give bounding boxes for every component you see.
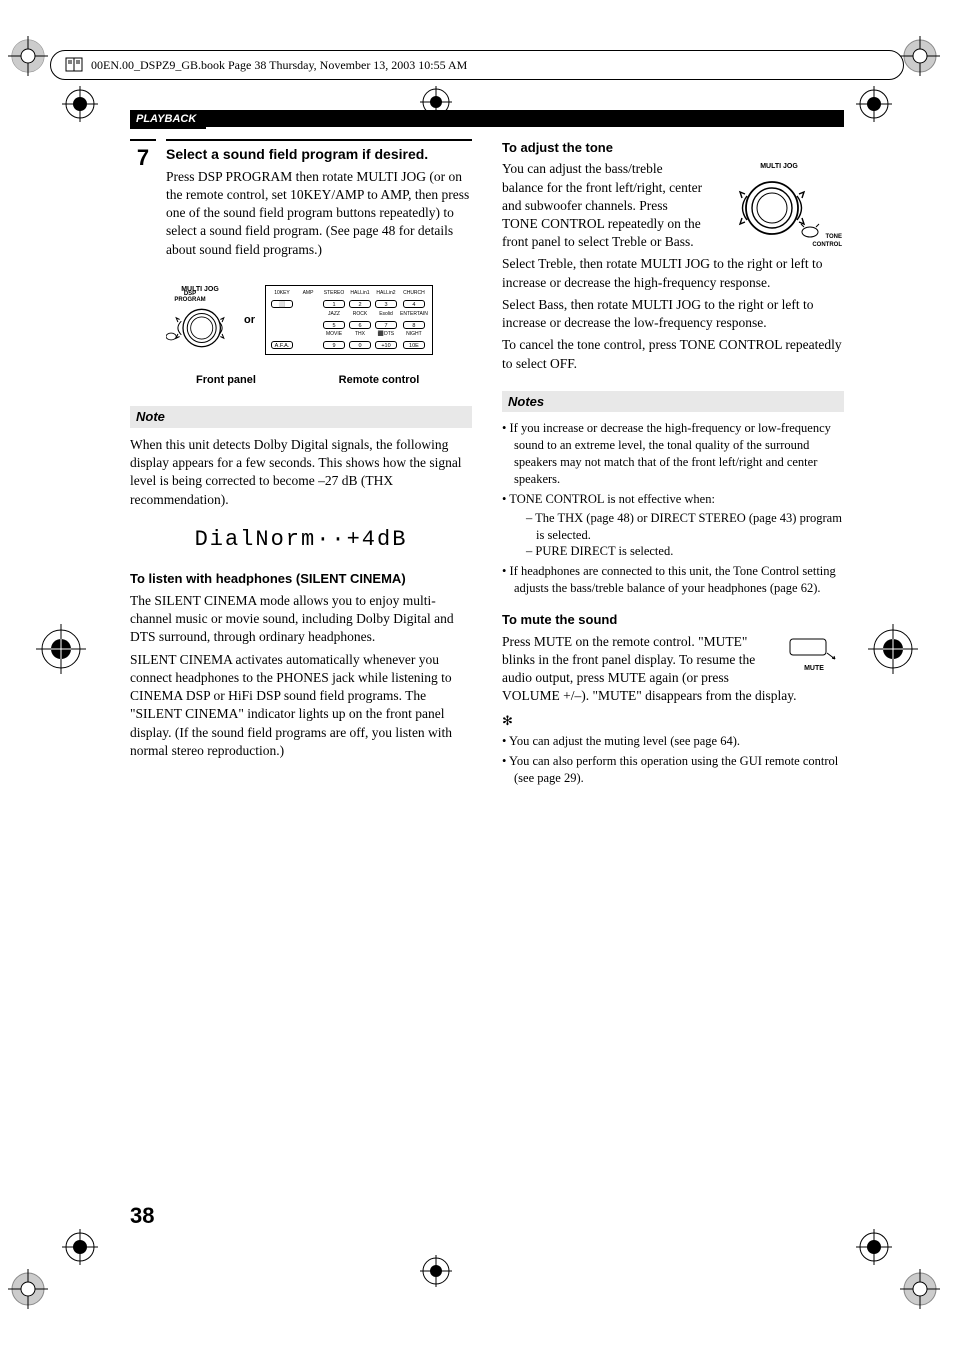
jog-dial-icon bbox=[166, 294, 234, 362]
remote-btn: 6 bbox=[349, 321, 371, 329]
right-column: To adjust the tone MULTI JOG TONE CONTRO… bbox=[502, 139, 844, 790]
section-title: PLAYBACK bbox=[130, 110, 206, 129]
crop-mark-bl bbox=[8, 1269, 54, 1315]
remote-label: HALLin2 bbox=[373, 289, 399, 298]
remote-btn: 9 bbox=[323, 341, 345, 349]
note-subitem: PURE DIRECT is selected. bbox=[526, 543, 844, 560]
tone-head: To adjust the tone bbox=[502, 139, 844, 157]
note-body: When this unit detects Dolby Digital sig… bbox=[130, 436, 472, 509]
tone-jog-icon bbox=[724, 172, 834, 250]
header-filename: 00EN.00_DSPZ9_GB.book Page 38 Thursday, … bbox=[91, 57, 467, 73]
remote-label: ROCK bbox=[347, 310, 373, 319]
remote-label bbox=[295, 330, 321, 339]
top-reg-right bbox=[856, 86, 892, 122]
page-number: 38 bbox=[130, 1201, 154, 1231]
remote-btn: 5 bbox=[323, 321, 345, 329]
left-column: 7 Select a sound field program if desire… bbox=[130, 139, 472, 790]
remote-btn: 1 bbox=[323, 300, 345, 308]
crop-mark-tr bbox=[900, 36, 946, 82]
mute-head: To mute the sound bbox=[502, 611, 844, 629]
tone-p2: Select Treble, then rotate MULTI JOG to … bbox=[502, 255, 844, 291]
remote-label: STEREO bbox=[321, 289, 347, 298]
remote-label bbox=[295, 310, 321, 319]
tone-p3: Select Bass, then rotate MULTI JOG to th… bbox=[502, 296, 844, 332]
bot-reg-dot bbox=[420, 1255, 452, 1287]
bot-reg-left bbox=[62, 1229, 98, 1265]
silent-head: To listen with headphones (SILENT CINEMA… bbox=[130, 570, 472, 588]
note-subitem: The THX (page 48) or DIRECT STEREO (page… bbox=[526, 510, 844, 544]
remote-label: 10KEY bbox=[269, 289, 295, 298]
remote-label: ⬛DTS bbox=[373, 330, 399, 339]
remote-btn: ⬜ bbox=[271, 300, 293, 308]
step-body: Press DSP PROGRAM then rotate MULTI JOG … bbox=[166, 168, 472, 259]
framemaker-header: 00EN.00_DSPZ9_GB.book Page 38 Thursday, … bbox=[50, 50, 904, 80]
side-reg-right bbox=[868, 624, 918, 679]
note-item: If you increase or decrease the high-fre… bbox=[502, 420, 844, 488]
tip-item: You can adjust the muting level (see pag… bbox=[502, 733, 844, 750]
step-num: 7 bbox=[130, 139, 156, 388]
lcd-display: DialNorm··+4dB bbox=[130, 525, 472, 555]
book-icon bbox=[65, 56, 83, 74]
remote-btn: 8 bbox=[403, 321, 425, 329]
tip-item: You can also perform this operation usin… bbox=[502, 753, 844, 787]
caption-remote: Remote control bbox=[286, 373, 472, 388]
remote-label: CHURCH bbox=[399, 289, 429, 298]
remote-btn: 2 bbox=[349, 300, 371, 308]
mute-fig: MUTE bbox=[784, 635, 844, 674]
tone-multi-jog-label: MULTI JOG bbox=[714, 162, 844, 171]
or-label: or bbox=[244, 313, 255, 328]
remote-label: THX bbox=[347, 330, 373, 339]
tip-icon: ✻ bbox=[502, 712, 844, 730]
remote-btn: A.F.A. bbox=[271, 341, 293, 349]
remote-label: AMP bbox=[295, 289, 321, 298]
mute-button-icon bbox=[787, 635, 841, 667]
bot-reg-right bbox=[856, 1229, 892, 1265]
remote-btn: +10 bbox=[375, 341, 397, 349]
crop-mark-tl bbox=[8, 36, 54, 82]
page-content: PLAYBACK 7 Select a sound field program … bbox=[130, 110, 844, 1211]
side-reg-left bbox=[36, 624, 86, 679]
caption-front-panel: Front panel bbox=[166, 373, 286, 388]
remote-btn: 7 bbox=[375, 321, 397, 329]
note-item: TONE CONTROL is not effective when:The T… bbox=[502, 491, 844, 561]
tips-list: You can adjust the muting level (see pag… bbox=[502, 733, 844, 787]
dsp-program-label: DSP PROGRAM bbox=[156, 291, 224, 303]
note-heading: Note bbox=[130, 406, 472, 428]
note-item: If headphones are connected to this unit… bbox=[502, 563, 844, 597]
remote-label: NIGHT bbox=[399, 330, 429, 339]
notes-heading: Notes bbox=[502, 391, 844, 413]
top-reg-left bbox=[62, 86, 98, 122]
section-header: PLAYBACK bbox=[130, 110, 844, 129]
tone-fig: MULTI JOG TONE CONTROL bbox=[714, 162, 844, 249]
remote-btn: 4 bbox=[403, 300, 425, 308]
remote-btn: 0 bbox=[349, 341, 371, 349]
silent-p1: The SILENT CINEMA mode allows you to enj… bbox=[130, 592, 472, 647]
remote-button-grid: 10KEYAMPSTEREOHALLin1HALLin2CHURCH ⬜ 1234 J… bbox=[265, 285, 433, 355]
remote-label: ENTERTAIN bbox=[399, 310, 429, 319]
silent-p2: SILENT CINEMA activates automatically wh… bbox=[130, 651, 472, 760]
remote-label: MOVIE bbox=[321, 330, 347, 339]
remote-btn: 3 bbox=[375, 300, 397, 308]
fig-captions: Front panel Remote control bbox=[166, 373, 472, 388]
remote-label bbox=[269, 330, 295, 339]
remote-btn: 10E bbox=[403, 341, 425, 349]
tone-p4: To cancel the tone control, press TONE C… bbox=[502, 336, 844, 372]
remote-label: JAZZ bbox=[321, 310, 347, 319]
notes-list: If you increase or decrease the high-fre… bbox=[502, 420, 844, 597]
step-fig: DSP PROGRAM MULTI JOG or bbox=[166, 273, 472, 368]
step-head: Select a sound field program if desired. bbox=[166, 145, 472, 164]
remote-label: HALLin1 bbox=[347, 289, 373, 298]
crop-mark-br bbox=[900, 1269, 946, 1315]
step-7: 7 Select a sound field program if desire… bbox=[130, 139, 472, 388]
remote-label: Esolid bbox=[373, 310, 399, 319]
remote-label bbox=[269, 310, 295, 319]
